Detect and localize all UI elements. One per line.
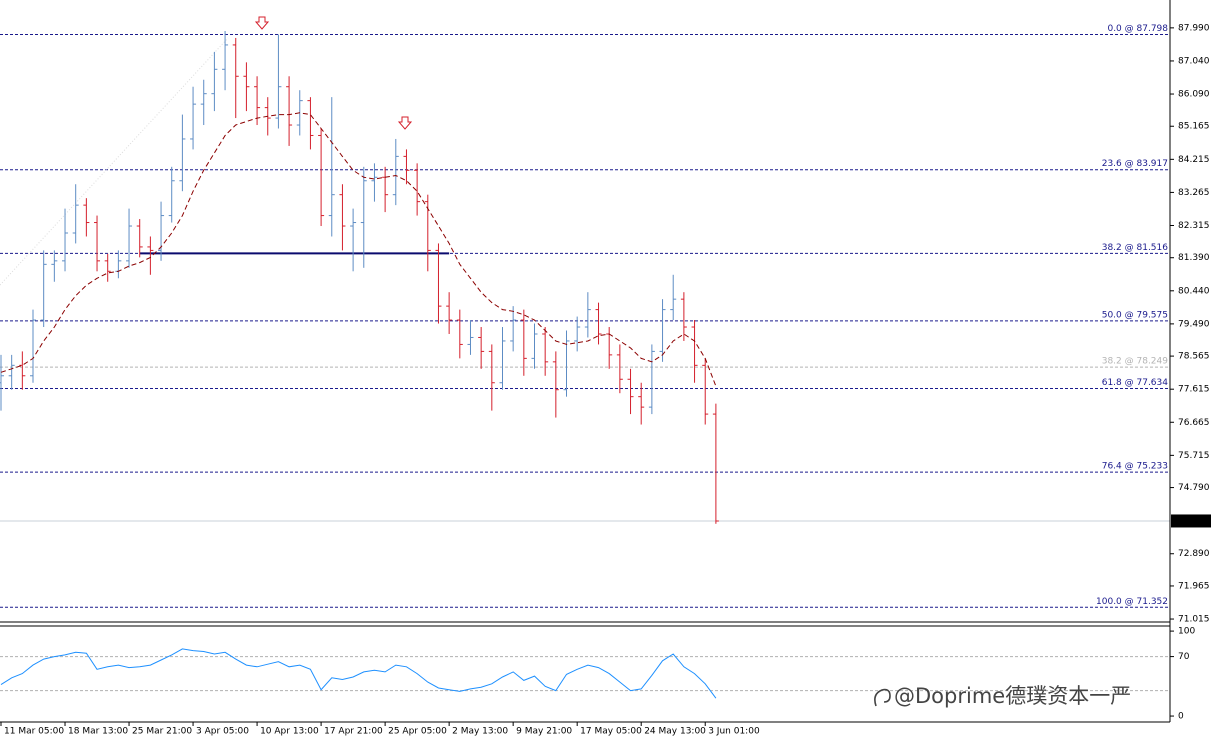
rsi-y-tick-label: 70: [1178, 652, 1190, 662]
x-tick-label: 18 Mar 13:00: [68, 727, 128, 737]
y-tick-label: 78.565: [1178, 352, 1210, 362]
trend-line: [0, 37, 229, 286]
x-tick-label: 9 May 21:00: [516, 727, 572, 737]
fib-level-label: 76.4 @ 75.233: [1102, 462, 1168, 472]
y-tick-label: 87.990: [1178, 23, 1210, 33]
y-tick-label: 71.965: [1178, 581, 1210, 591]
fib-level-label: 38.2 @ 81.516: [1102, 243, 1169, 253]
x-tick-label: 11 Mar 05:00: [4, 727, 64, 737]
y-tick-label: 85.165: [1178, 122, 1210, 132]
marks-layer: [0, 30, 719, 699]
x-tick-label: 10 Apr 13:00: [260, 727, 319, 737]
moving-average: [0, 112, 717, 387]
x-tick-label: 3 Jun 01:00: [708, 727, 760, 737]
rsi-line: [0, 648, 717, 699]
y-tick-label: 76.665: [1178, 418, 1210, 428]
y-tick-label: 71.015: [1178, 615, 1210, 625]
fib-level-label: 0.0 @ 87.798: [1107, 24, 1168, 34]
y-tick-label: 72.890: [1178, 549, 1210, 559]
fib-level-label: 23.6 @ 83.917: [1102, 159, 1168, 169]
current-price-box: [1171, 514, 1211, 528]
watermark-icon: [874, 688, 891, 707]
fib-level-label: 38.2 @ 78.249: [1102, 357, 1169, 367]
y-tick-label: 79.490: [1178, 319, 1210, 329]
fib-level-label: 61.8 @ 77.634: [1102, 378, 1169, 388]
rsi-y-tick-label: 0: [1178, 712, 1184, 722]
fractal-arrow: [254, 16, 270, 30]
y-tick-label: 86.090: [1178, 90, 1210, 100]
watermark-text: @Doprime德璞资本一严: [894, 684, 1131, 708]
x-tick-label: 17 May 05:00: [580, 727, 642, 737]
x-tick-label: 25 Apr 05:00: [388, 727, 447, 737]
watermark: @Doprime德璞资本一严: [874, 684, 1131, 708]
x-tick-label: 25 Mar 21:00: [132, 727, 192, 737]
y-tick-label: 77.615: [1178, 385, 1210, 395]
current-price-label: 73.831: [1174, 516, 1206, 526]
y-tick-label: 87.040: [1178, 56, 1210, 66]
y-tick-label: 75.715: [1178, 451, 1210, 461]
x-tick-label: 2 May 13:00: [452, 727, 508, 737]
y-tick-label: 83.265: [1178, 188, 1210, 198]
y-tick-label: 74.790: [1178, 483, 1210, 493]
y-tick-label: 82.315: [1178, 221, 1210, 231]
y-tick-label: 84.215: [1178, 155, 1210, 165]
rsi-y-tick-label: 100: [1178, 627, 1195, 637]
x-tick-label: 17 Apr 21:00: [324, 727, 383, 737]
x-tick-label: 24 May 13:00: [644, 727, 706, 737]
text-layer: 87.990 87.040 86.090 85.165 84.215 83.265 82.3…: [4, 23, 1211, 737]
fractal-arrow: [397, 116, 413, 130]
y-tick-label: 81.390: [1178, 253, 1210, 263]
fib-level-label: 50.0 @ 79.575: [1102, 310, 1168, 320]
fib-level-label: 100.0 @ 71.352: [1096, 597, 1168, 607]
x-tick-label: 3 Apr 05:00: [196, 727, 249, 737]
y-tick-label: 80.440: [1178, 286, 1210, 296]
